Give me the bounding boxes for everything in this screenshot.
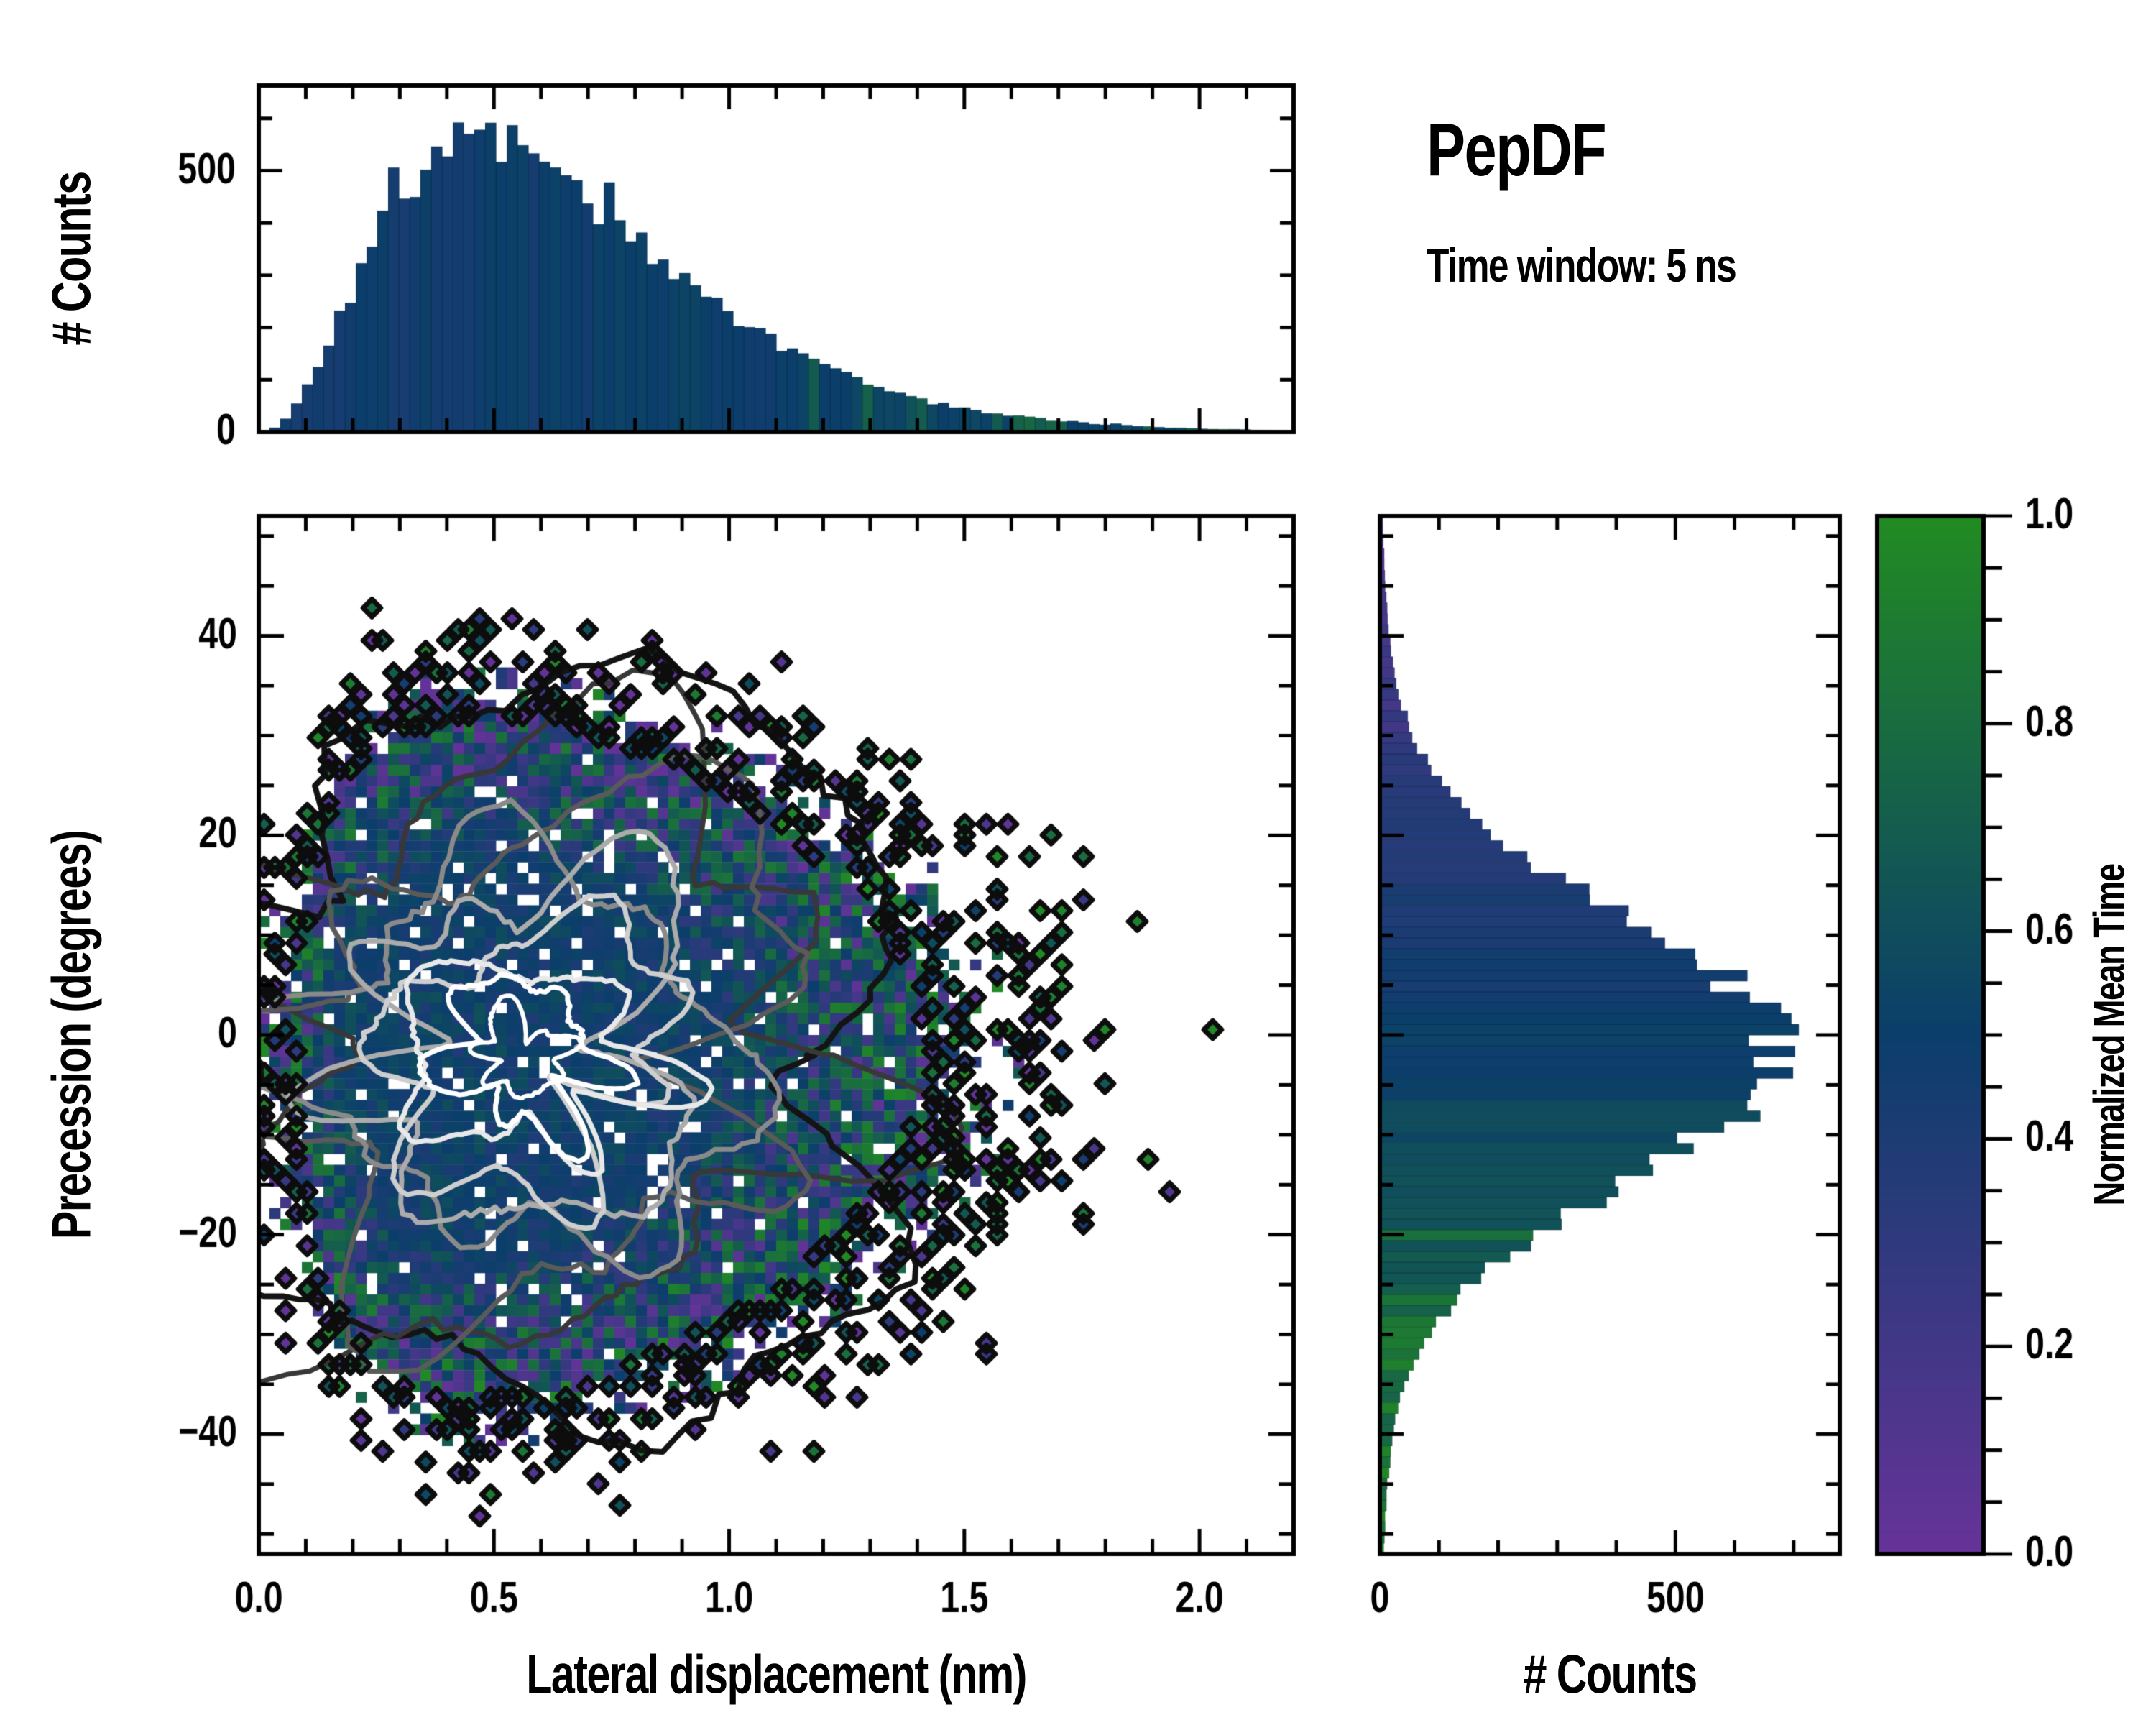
- colorbar-label: Normalized Mean Time: [2085, 864, 2134, 1206]
- figure-subtitle: Time window: 5 ns: [1427, 239, 1737, 292]
- figure-title: PepDF: [1427, 109, 1607, 192]
- main-y-axis-label: Precession (degrees): [41, 830, 103, 1240]
- top-hist-y-axis-label: # Counts: [41, 172, 103, 346]
- main-x-axis-label: Lateral displacement (nm): [526, 1644, 1027, 1706]
- title-block: PepDF Time window: 5 ns: [1427, 108, 1823, 293]
- right-hist-x-axis-label: # Counts: [1523, 1644, 1697, 1706]
